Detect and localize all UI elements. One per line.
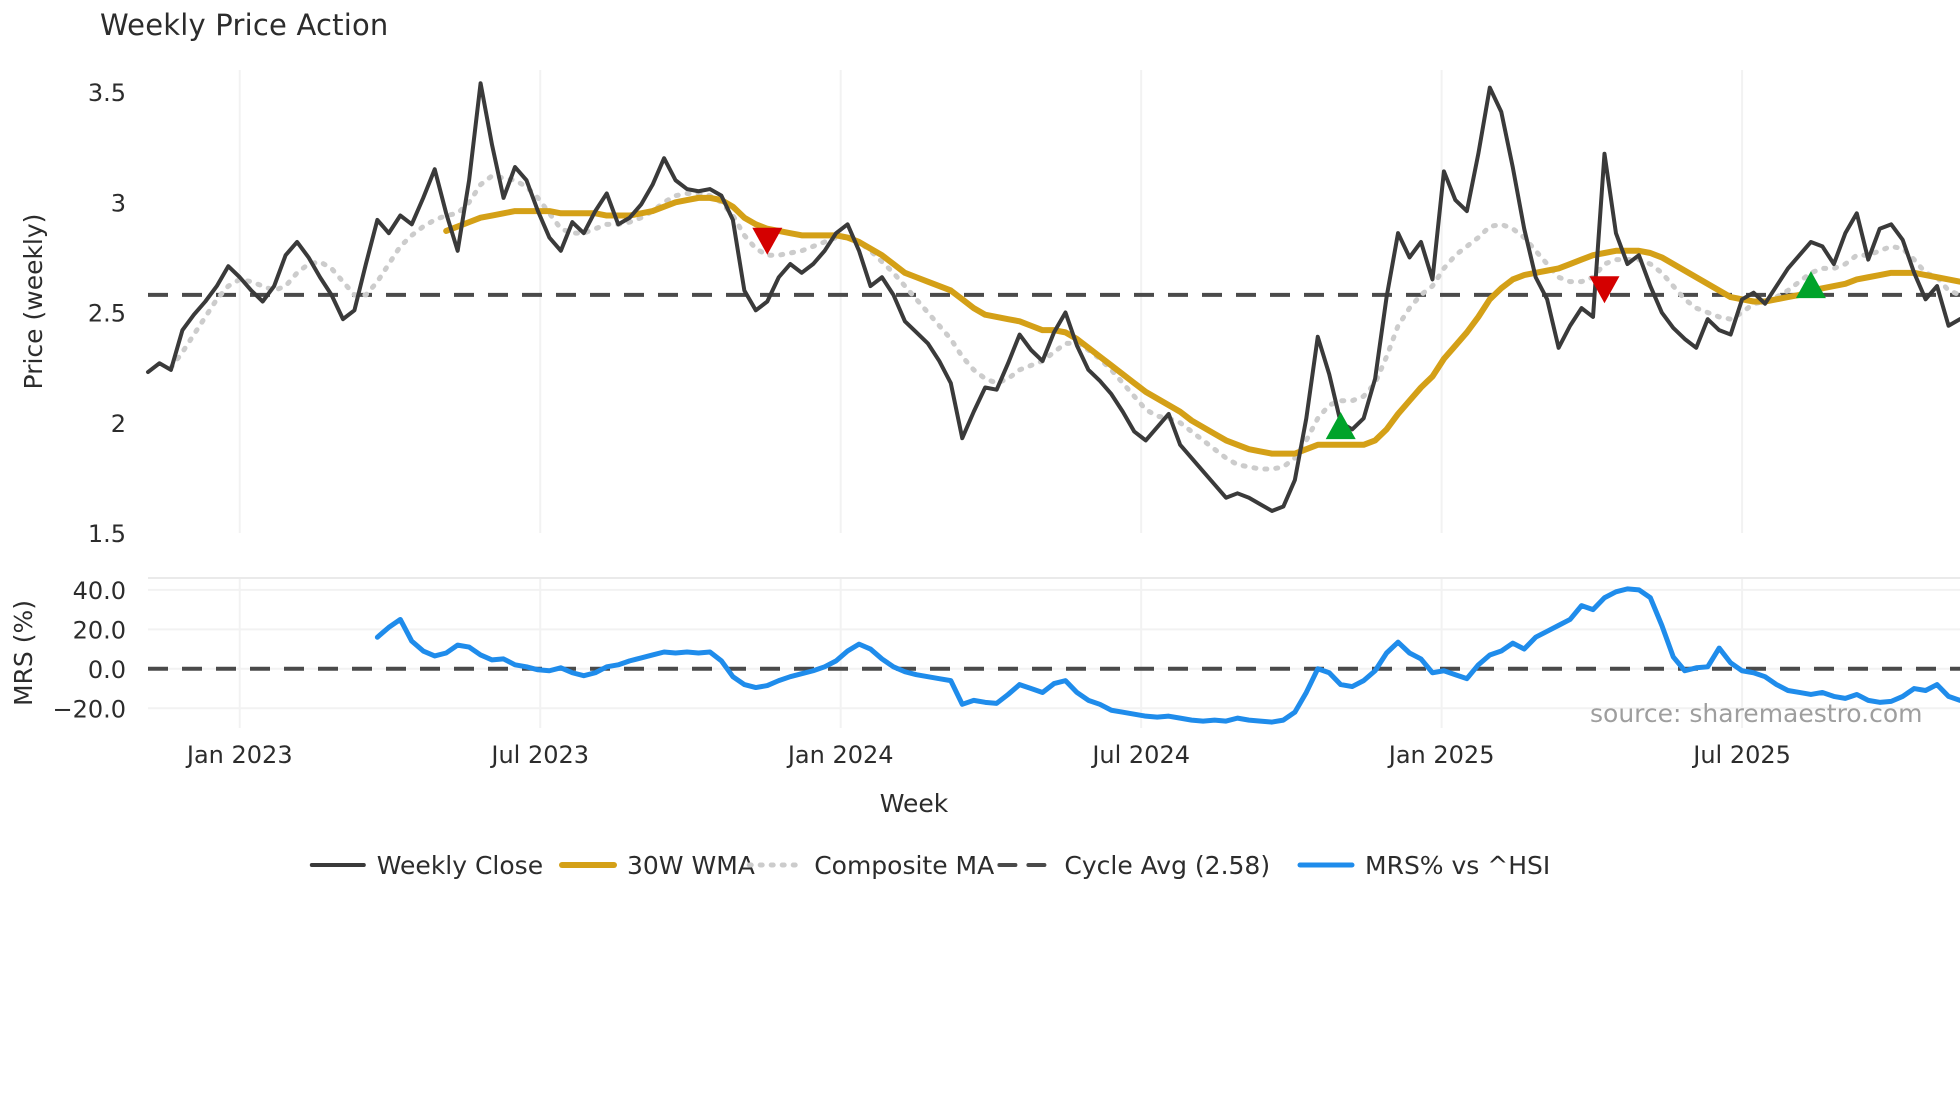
xtick-label-0: Jan 2023 <box>185 741 293 769</box>
legend-item-30w-wma[interactable]: 30W WMA <box>559 851 755 880</box>
series-line-weekly-close <box>146 81 1960 513</box>
legend-label: Cycle Avg (2.58) <box>1064 851 1270 880</box>
xtick-label-2: Jan 2024 <box>786 741 894 769</box>
legend-item-cycle-avg-2-58[interactable]: Cycle Avg (2.58) <box>997 851 1270 880</box>
xtick-label-5: Jul 2025 <box>1691 741 1791 769</box>
legend-label: Composite MA <box>814 851 994 880</box>
mrs-ytick-label-3: −20.0 <box>52 695 126 723</box>
buy-signal-marker-3 <box>1795 271 1826 299</box>
legend-item-mrs-vs-hsi[interactable]: MRS% vs ^HSI <box>1297 851 1550 880</box>
legend-label: Weekly Close <box>377 851 543 880</box>
buy-signal-marker-1 <box>1325 412 1356 440</box>
sell-signal-marker-2 <box>1589 276 1620 304</box>
mrs-axis-title: MRS (%) <box>9 600 38 706</box>
price-ytick-label-0: 3.5 <box>88 79 126 107</box>
legend-label: 30W WMA <box>627 851 755 880</box>
legend-item-weekly-close[interactable]: Weekly Close <box>309 851 543 880</box>
chart-title: Weekly Price Action <box>100 8 389 42</box>
price-ytick-label-2: 2.5 <box>88 300 126 328</box>
mrs-ytick-label-1: 20.0 <box>73 616 126 644</box>
source-watermark: source: sharemaestro.com <box>1590 699 1923 728</box>
price-ytick-label-3: 2 <box>111 410 126 438</box>
price-ytick-label-1: 3 <box>111 189 126 217</box>
series-line-composite-ma <box>168 173 1960 472</box>
sell-signal-marker-0 <box>752 227 783 255</box>
mrs-ytick-label-2: 0.0 <box>88 656 126 684</box>
xtick-label-4: Jan 2025 <box>1387 741 1495 769</box>
price-ytick-label-4: 1.5 <box>88 520 126 548</box>
series-line-30w-wma <box>443 194 1960 457</box>
xtick-label-3: Jul 2024 <box>1090 741 1190 769</box>
series-line-mrs <box>374 586 1960 725</box>
x-axis-title: Week <box>880 789 949 818</box>
legend-label: MRS% vs ^HSI <box>1365 851 1550 880</box>
legend-item-composite-ma[interactable]: Composite MA <box>746 851 994 880</box>
price-axis-title: Price (weekly) <box>19 214 48 390</box>
mrs-ytick-label-0: 40.0 <box>73 577 126 605</box>
xtick-label-1: Jul 2023 <box>489 741 589 769</box>
